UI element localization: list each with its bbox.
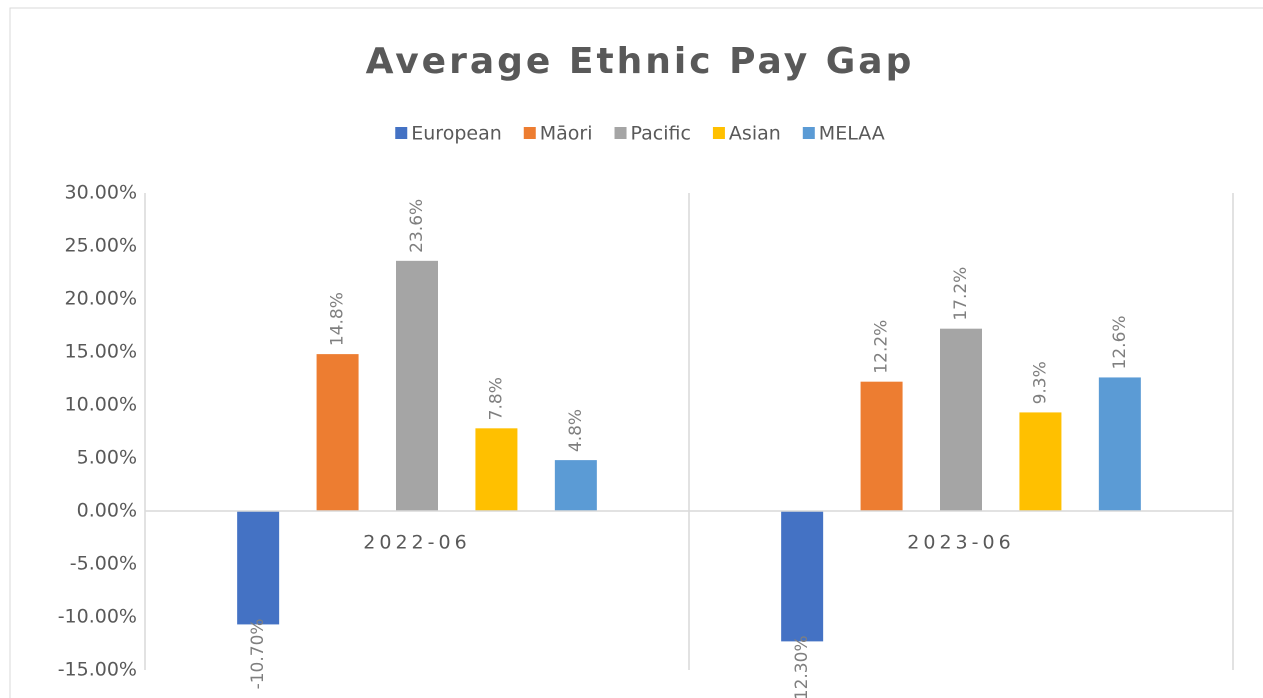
bar: [1019, 412, 1062, 511]
legend-label: MELAA: [819, 123, 885, 145]
data-label: 7.8%: [486, 377, 506, 420]
bar: [1098, 377, 1141, 511]
data-label: 12.2%: [872, 320, 892, 374]
data-label: -10.70%: [248, 618, 268, 689]
data-label: 23.6%: [407, 199, 427, 253]
y-tick-label: -15.00%: [58, 659, 137, 681]
chart-title: Average Ethnic Pay Gap: [366, 41, 915, 82]
legend-swatch: [802, 127, 815, 139]
data-label: 14.8%: [328, 292, 348, 346]
x-tick-label: 2023-06: [907, 532, 1014, 554]
legend-label: Māori: [540, 123, 593, 145]
bar: [554, 460, 597, 511]
y-tick-label: 0.00%: [77, 500, 137, 522]
legend-label: Pacific: [631, 123, 691, 145]
data-label: 9.3%: [1030, 361, 1050, 404]
bar: [237, 511, 280, 625]
legend-swatch: [712, 127, 725, 139]
data-label: 17.2%: [951, 267, 971, 321]
bar: [316, 354, 359, 511]
data-label: -12.30%: [792, 635, 812, 698]
y-tick-label: 5.00%: [77, 447, 137, 469]
y-tick-label: -5.00%: [70, 553, 137, 575]
legend-label: European: [411, 123, 502, 145]
y-tick-label: 15.00%: [65, 341, 137, 363]
bar: [940, 328, 982, 511]
y-tick-label: 30.00%: [65, 182, 137, 204]
legend-label: Asian: [729, 123, 781, 145]
bar: [475, 428, 518, 511]
y-tick-label: -10.00%: [58, 606, 137, 628]
data-label: 4.8%: [566, 409, 586, 452]
bar: [396, 260, 438, 511]
legend-swatch: [395, 127, 408, 139]
bar: [860, 381, 903, 511]
data-label: 12.6%: [1110, 315, 1130, 369]
y-tick-label: 20.00%: [65, 288, 137, 310]
legend-swatch: [614, 127, 627, 139]
bar: [781, 511, 824, 642]
chart-border: [9, 7, 1263, 698]
x-tick-label: 2022-06: [363, 532, 470, 554]
y-tick-label: 25.00%: [65, 235, 137, 257]
legend-swatch: [523, 127, 536, 139]
y-tick-label: 10.00%: [65, 394, 137, 416]
